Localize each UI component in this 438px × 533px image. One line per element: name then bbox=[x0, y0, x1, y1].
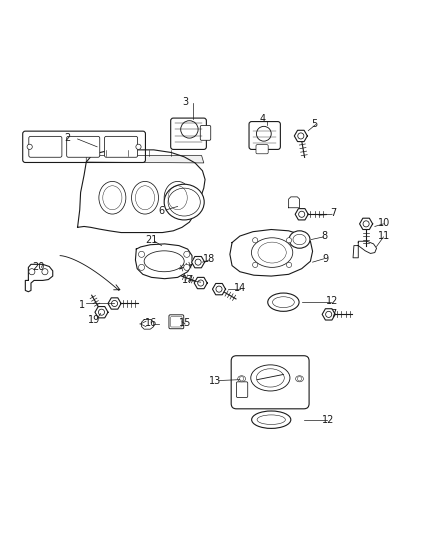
Polygon shape bbox=[191, 256, 205, 268]
Ellipse shape bbox=[252, 411, 291, 429]
Circle shape bbox=[253, 262, 258, 268]
Polygon shape bbox=[135, 244, 192, 279]
Polygon shape bbox=[86, 156, 204, 163]
Text: 3: 3 bbox=[182, 97, 188, 107]
Polygon shape bbox=[289, 197, 300, 208]
Text: 7: 7 bbox=[330, 208, 336, 219]
Text: 13: 13 bbox=[209, 376, 222, 386]
Text: 5: 5 bbox=[311, 119, 318, 129]
Circle shape bbox=[286, 262, 292, 268]
Ellipse shape bbox=[289, 231, 310, 248]
FancyBboxPatch shape bbox=[200, 125, 211, 140]
Circle shape bbox=[138, 264, 145, 270]
Polygon shape bbox=[353, 246, 358, 258]
Circle shape bbox=[181, 120, 198, 138]
Polygon shape bbox=[358, 241, 377, 254]
Polygon shape bbox=[212, 284, 226, 295]
Circle shape bbox=[138, 251, 145, 257]
FancyBboxPatch shape bbox=[256, 144, 268, 154]
FancyBboxPatch shape bbox=[231, 356, 309, 409]
Circle shape bbox=[184, 251, 190, 257]
Text: 12: 12 bbox=[326, 296, 338, 306]
Text: 8: 8 bbox=[321, 231, 327, 241]
Ellipse shape bbox=[251, 238, 293, 268]
Text: 6: 6 bbox=[159, 206, 165, 216]
Ellipse shape bbox=[131, 181, 159, 214]
Ellipse shape bbox=[144, 251, 184, 272]
Circle shape bbox=[286, 238, 292, 243]
Polygon shape bbox=[141, 320, 154, 329]
Ellipse shape bbox=[99, 181, 126, 214]
FancyBboxPatch shape bbox=[237, 382, 248, 398]
Text: 11: 11 bbox=[378, 231, 391, 241]
Polygon shape bbox=[295, 208, 308, 220]
Text: 17: 17 bbox=[181, 274, 194, 285]
Ellipse shape bbox=[296, 376, 304, 382]
Text: 12: 12 bbox=[321, 415, 334, 425]
Text: 7: 7 bbox=[330, 309, 336, 319]
Text: 2: 2 bbox=[64, 133, 71, 143]
Ellipse shape bbox=[238, 376, 246, 382]
Text: 10: 10 bbox=[378, 218, 391, 228]
Polygon shape bbox=[294, 130, 307, 142]
Circle shape bbox=[136, 144, 141, 149]
Ellipse shape bbox=[164, 184, 204, 220]
Circle shape bbox=[256, 126, 271, 141]
Circle shape bbox=[29, 269, 35, 275]
Polygon shape bbox=[230, 230, 313, 276]
FancyBboxPatch shape bbox=[105, 136, 138, 157]
Text: 18: 18 bbox=[203, 254, 215, 264]
Text: 1: 1 bbox=[79, 300, 85, 310]
Polygon shape bbox=[360, 218, 373, 230]
Text: 15: 15 bbox=[179, 318, 191, 328]
Polygon shape bbox=[25, 264, 53, 292]
Text: 20: 20 bbox=[32, 262, 45, 271]
FancyBboxPatch shape bbox=[67, 136, 100, 157]
Polygon shape bbox=[108, 298, 121, 309]
Ellipse shape bbox=[251, 365, 290, 391]
Polygon shape bbox=[95, 306, 108, 318]
Ellipse shape bbox=[164, 181, 191, 214]
Circle shape bbox=[27, 144, 32, 149]
Polygon shape bbox=[322, 309, 335, 320]
FancyBboxPatch shape bbox=[249, 122, 280, 149]
Circle shape bbox=[253, 238, 258, 243]
Polygon shape bbox=[194, 277, 207, 289]
Text: 16: 16 bbox=[145, 318, 158, 328]
FancyBboxPatch shape bbox=[23, 131, 145, 163]
Polygon shape bbox=[78, 150, 205, 232]
FancyBboxPatch shape bbox=[171, 118, 206, 149]
Text: 14: 14 bbox=[234, 283, 246, 293]
Text: 9: 9 bbox=[322, 254, 328, 264]
Circle shape bbox=[184, 264, 190, 270]
FancyBboxPatch shape bbox=[169, 315, 184, 329]
FancyBboxPatch shape bbox=[29, 136, 62, 157]
Ellipse shape bbox=[268, 293, 299, 311]
Text: 21: 21 bbox=[145, 236, 158, 245]
Circle shape bbox=[42, 269, 48, 275]
Text: 19: 19 bbox=[88, 314, 100, 325]
Text: 4: 4 bbox=[259, 115, 265, 124]
